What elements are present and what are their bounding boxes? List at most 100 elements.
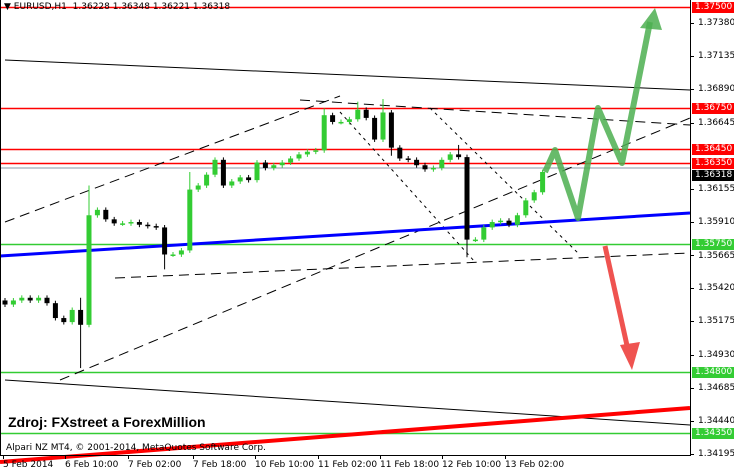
price-tick-label: 1.36645 (698, 118, 734, 128)
bullish-candle (338, 121, 344, 124)
bullish-candle (170, 254, 176, 256)
price-tick-label: 1.35665 (698, 251, 734, 261)
bid-price-label: 1.36318 (692, 170, 734, 181)
bullish-candle (195, 185, 201, 190)
time-tick-label: 7 Feb 02:00 (128, 460, 182, 470)
bearish-candle (372, 117, 378, 140)
bullish-candle (237, 177, 243, 182)
price-tick-label: 1.35910 (698, 217, 734, 227)
support-dashed[interactable] (114, 252, 691, 279)
red-trendline[interactable] (0, 406, 691, 464)
bullish-candle (523, 200, 529, 216)
bullish-candle (430, 167, 436, 170)
bearish-candle (2, 300, 8, 305)
price-tick-label: 1.34195 (698, 449, 734, 459)
channel-upper-dashed[interactable] (4, 95, 341, 223)
time-tick-label: 5 Feb 2014 (3, 460, 54, 470)
bullish-candle (514, 215, 520, 225)
time-tick-label: 11 Feb 18:00 (380, 460, 440, 470)
bullish-candle (178, 250, 184, 255)
ohlc-readout: 1.36228 1.36348 1.36221 1.36318 (72, 2, 231, 12)
bullish-candle (94, 209, 100, 216)
bearish-candle (153, 226, 159, 228)
bullish-candle (489, 222, 495, 228)
bearish-candle (246, 177, 252, 181)
bearish-candle (456, 154, 462, 158)
time-tick-label: 11 Feb 02:00 (318, 460, 378, 470)
level-price-label: 1.36450 (692, 144, 734, 155)
bullish-candle (212, 159, 218, 175)
bearish-candle (61, 318, 67, 323)
bullish-candle (86, 215, 92, 325)
level-price-label: 1.34350 (692, 428, 734, 439)
bearish-candle (464, 157, 470, 240)
source-note: Zdroj: FXstreet a ForexMillion (8, 414, 206, 430)
bullish-candle (128, 222, 134, 224)
bullish-candle (10, 300, 16, 305)
bearish-candle (422, 165, 428, 170)
bullish-candle (346, 119, 352, 122)
bearish-candle (506, 220, 512, 225)
bearish-candle (44, 297, 50, 304)
bearish-candle (262, 162, 268, 168)
bullish-candle (36, 297, 42, 301)
bullish-candle (120, 223, 126, 225)
bullish-candle (254, 162, 260, 181)
arrow-up-head-icon (640, 8, 662, 30)
bullish-candle (447, 154, 453, 160)
trendline-upper-solid[interactable] (4, 59, 691, 91)
bullish-candle (498, 220, 504, 223)
candles (2, 98, 546, 369)
price-tick-label: 1.34930 (698, 350, 734, 360)
bearish-candle (111, 219, 117, 224)
channel-lower-dashed[interactable] (59, 117, 691, 381)
bearish-candle (330, 115, 336, 122)
bullish-candle (288, 158, 294, 163)
symbol-label: EURUSD,H1 (13, 2, 67, 12)
time-tick-label: 10 Feb 10:00 (255, 460, 315, 470)
bearish-candle (136, 222, 142, 225)
bullish-candle (540, 171, 546, 193)
level-price-label: 1.34800 (692, 367, 734, 378)
bullish-scenario-arrow (542, 21, 653, 221)
bearish-candle (414, 159, 420, 166)
level-price-label: 1.35750 (692, 239, 734, 250)
resistance-dashed[interactable] (299, 99, 691, 126)
price-tick-label: 1.36155 (698, 184, 734, 194)
bearish-candle (220, 159, 226, 186)
bearish-candle (145, 224, 151, 227)
bullish-candle (296, 154, 302, 159)
bullish-candle (271, 165, 277, 168)
bullish-candle (481, 227, 487, 240)
bullish-candle (439, 159, 445, 168)
time-tick-label: 6 Feb 10:00 (65, 460, 119, 470)
symbol-header: ▼ EURUSD,H1 1.36228 1.36348 1.36221 1.36… (4, 2, 231, 12)
price-tick-label: 1.37380 (698, 18, 734, 28)
level-price-label: 1.36350 (692, 158, 734, 169)
bullish-candle (313, 150, 319, 152)
bearish-candle (363, 109, 369, 118)
blue-trendline[interactable] (0, 211, 691, 258)
bearish-candle (397, 147, 403, 159)
dotted-line-1[interactable] (339, 111, 476, 263)
bullish-candle (472, 239, 478, 242)
bullish-candle (355, 109, 361, 120)
bullish-candle (19, 297, 25, 301)
copyright-text: Alpari NZ MT4, © 2001-2014, MetaQuotes S… (6, 443, 266, 453)
bullish-candle (321, 115, 327, 151)
bullish-candle (304, 151, 310, 155)
bullish-candle (279, 162, 285, 166)
bearish-candle (162, 227, 168, 255)
bearish-candle (388, 112, 394, 148)
bearish-candle (103, 209, 109, 220)
price-tick-label: 1.36890 (698, 84, 734, 94)
dotted-line-2[interactable] (429, 107, 581, 256)
price-tick-label: 1.37135 (698, 51, 734, 61)
arrow-down-head-icon (620, 342, 640, 370)
bullish-candle (204, 174, 210, 186)
bullish-candle (69, 309, 75, 323)
price-tick-label: 1.35420 (698, 283, 734, 293)
time-tick-label: 13 Feb 02:00 (505, 460, 565, 470)
